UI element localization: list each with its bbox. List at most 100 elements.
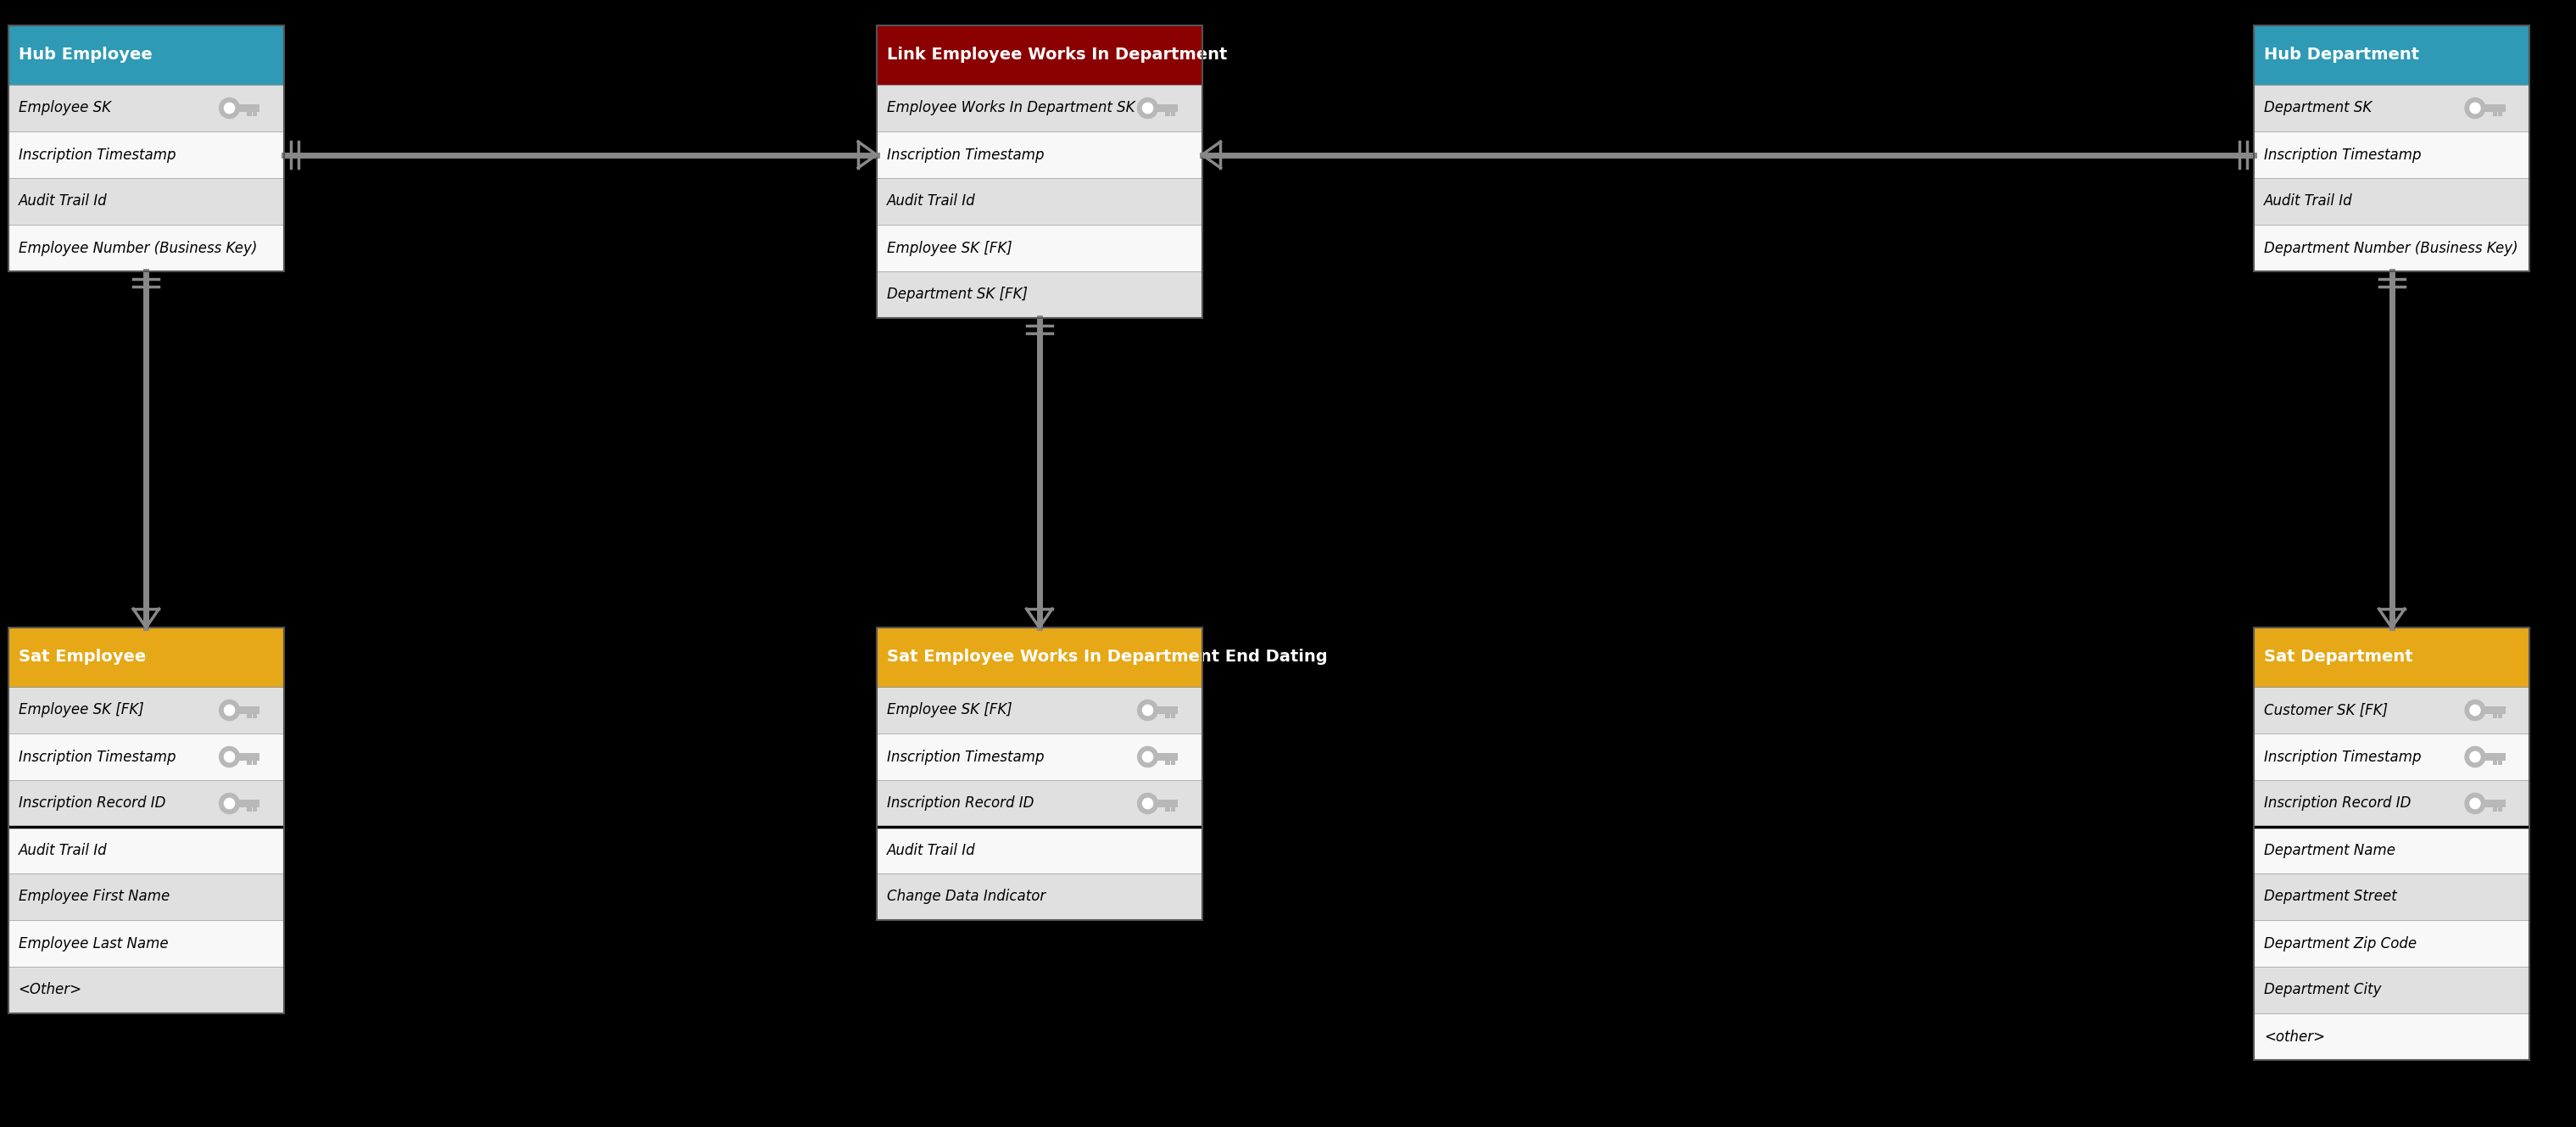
Bar — [2254, 26, 2530, 272]
Bar — [2254, 26, 2530, 85]
Bar — [8, 26, 283, 272]
Text: Department Zip Code: Department Zip Code — [2264, 935, 2416, 951]
Text: Department Number (Business Key): Department Number (Business Key) — [2264, 240, 2519, 256]
Bar — [2254, 85, 2530, 132]
Bar — [8, 827, 283, 873]
FancyBboxPatch shape — [240, 800, 260, 807]
Bar — [2254, 827, 2530, 873]
Bar — [1164, 112, 1170, 116]
FancyBboxPatch shape — [1157, 105, 1177, 112]
Bar — [2254, 1013, 2530, 1061]
Bar — [2254, 628, 2530, 1061]
Bar — [2254, 920, 2530, 967]
Circle shape — [1139, 98, 1157, 118]
Text: Hub Employee: Hub Employee — [18, 47, 152, 63]
Text: Inscription Timestamp: Inscription Timestamp — [886, 148, 1043, 162]
FancyBboxPatch shape — [1157, 800, 1177, 807]
Text: Inscription Timestamp: Inscription Timestamp — [18, 148, 175, 162]
FancyBboxPatch shape — [2486, 105, 2506, 112]
Text: Audit Trail Id: Audit Trail Id — [18, 843, 108, 858]
Text: Sat Department: Sat Department — [2264, 649, 2414, 665]
Bar — [247, 112, 252, 116]
FancyBboxPatch shape — [2486, 707, 2506, 713]
Text: Employee Works In Department SK: Employee Works In Department SK — [886, 100, 1133, 116]
Text: Inscription Record ID: Inscription Record ID — [18, 796, 165, 811]
Bar — [8, 873, 283, 920]
Bar — [8, 628, 283, 686]
Text: Department SK [FK]: Department SK [FK] — [886, 287, 1028, 302]
Bar — [2254, 967, 2530, 1013]
Bar — [876, 272, 1203, 318]
Bar — [252, 761, 258, 765]
Circle shape — [219, 793, 240, 814]
Text: <other>: <other> — [2264, 1029, 2326, 1045]
Bar — [2494, 761, 2496, 765]
Circle shape — [1139, 700, 1157, 720]
Text: Customer SK [FK]: Customer SK [FK] — [2264, 702, 2388, 718]
Circle shape — [2465, 98, 2486, 118]
Text: Hub Department: Hub Department — [2264, 47, 2419, 63]
Text: Department Street: Department Street — [2264, 889, 2396, 904]
Text: Employee SK [FK]: Employee SK [FK] — [18, 702, 144, 718]
FancyBboxPatch shape — [240, 753, 260, 761]
Bar — [2499, 713, 2504, 719]
FancyBboxPatch shape — [1157, 707, 1177, 713]
Text: Inscription Record ID: Inscription Record ID — [2264, 796, 2411, 811]
FancyBboxPatch shape — [240, 707, 260, 713]
Bar — [247, 761, 252, 765]
Bar — [2254, 224, 2530, 272]
Bar — [247, 713, 252, 719]
Text: Inscription Timestamp: Inscription Timestamp — [886, 749, 1043, 764]
Text: Inscription Record ID: Inscription Record ID — [886, 796, 1033, 811]
Bar — [8, 26, 283, 85]
Bar — [252, 112, 258, 116]
Bar — [8, 967, 283, 1013]
Text: <Other>: <Other> — [18, 983, 82, 997]
Bar — [876, 26, 1203, 318]
Bar — [876, 224, 1203, 272]
Bar — [876, 873, 1203, 920]
Bar — [2499, 807, 2504, 811]
FancyBboxPatch shape — [1157, 753, 1177, 761]
Text: Audit Trail Id: Audit Trail Id — [886, 194, 976, 208]
Bar — [1164, 807, 1170, 811]
Bar — [2254, 178, 2530, 224]
Bar — [8, 780, 283, 827]
Circle shape — [2470, 706, 2481, 716]
Circle shape — [2470, 103, 2481, 114]
Bar — [8, 178, 283, 224]
Text: Inscription Timestamp: Inscription Timestamp — [2264, 148, 2421, 162]
Bar — [1164, 713, 1170, 719]
Text: Employee SK: Employee SK — [18, 100, 111, 116]
Text: Sat Employee Works In Department End Dating: Sat Employee Works In Department End Dat… — [886, 649, 1327, 665]
Circle shape — [1139, 746, 1157, 767]
FancyBboxPatch shape — [2486, 753, 2506, 761]
Text: Sat Employee: Sat Employee — [18, 649, 147, 665]
Bar — [1170, 112, 1175, 116]
Bar — [2254, 734, 2530, 780]
Circle shape — [224, 706, 234, 716]
Text: Employee Last Name: Employee Last Name — [18, 935, 167, 951]
Bar — [876, 734, 1203, 780]
Bar — [2494, 807, 2496, 811]
Text: Inscription Timestamp: Inscription Timestamp — [2264, 749, 2421, 764]
Bar — [8, 85, 283, 132]
Circle shape — [1144, 706, 1154, 716]
Bar — [2494, 112, 2496, 116]
Circle shape — [224, 798, 234, 809]
Bar — [2254, 780, 2530, 827]
Bar — [2254, 628, 2530, 686]
Bar — [252, 807, 258, 811]
Bar — [252, 713, 258, 719]
Circle shape — [2465, 700, 2486, 720]
Bar — [1170, 761, 1175, 765]
Bar — [876, 827, 1203, 873]
Bar — [8, 686, 283, 734]
Bar — [1170, 713, 1175, 719]
Bar — [8, 628, 283, 1013]
Text: Department SK: Department SK — [2264, 100, 2372, 116]
Text: Inscription Timestamp: Inscription Timestamp — [18, 749, 175, 764]
Text: Department City: Department City — [2264, 983, 2380, 997]
Text: Department Name: Department Name — [2264, 843, 2396, 858]
Text: Audit Trail Id: Audit Trail Id — [2264, 194, 2352, 208]
